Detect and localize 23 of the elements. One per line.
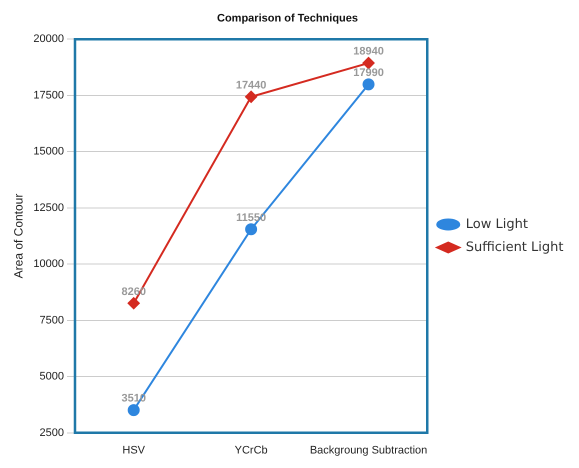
y-axis-title: Area of Contour	[12, 194, 26, 278]
y-tick-label: 7500	[40, 314, 64, 326]
y-tick-label: 10000	[33, 258, 64, 270]
data-label: 17440	[236, 79, 266, 92]
y-tick-label: 17500	[33, 89, 64, 102]
data-label: 17990	[353, 66, 384, 79]
x-tick-label: YCrCb	[234, 444, 268, 456]
chart-title: Comparison of Techniques	[217, 12, 358, 25]
data-label: 18940	[353, 46, 384, 58]
legend-label: Sufficient Light	[466, 240, 564, 255]
point	[362, 78, 375, 90]
x-tick-label: Backgroung Subtraction	[310, 444, 428, 456]
y-tick-label: 5000	[40, 370, 64, 383]
point	[128, 404, 140, 416]
x-tick-label: HSV	[122, 444, 146, 456]
y-tick-label: 15000	[33, 146, 64, 158]
legend-label: Low Light	[466, 216, 528, 232]
point	[128, 297, 140, 310]
y-tick-label: 2500	[40, 426, 64, 439]
y-tick-label: 12500	[33, 202, 64, 214]
y-tick-label: 20000	[33, 33, 64, 46]
point	[245, 90, 258, 103]
point	[245, 223, 258, 236]
